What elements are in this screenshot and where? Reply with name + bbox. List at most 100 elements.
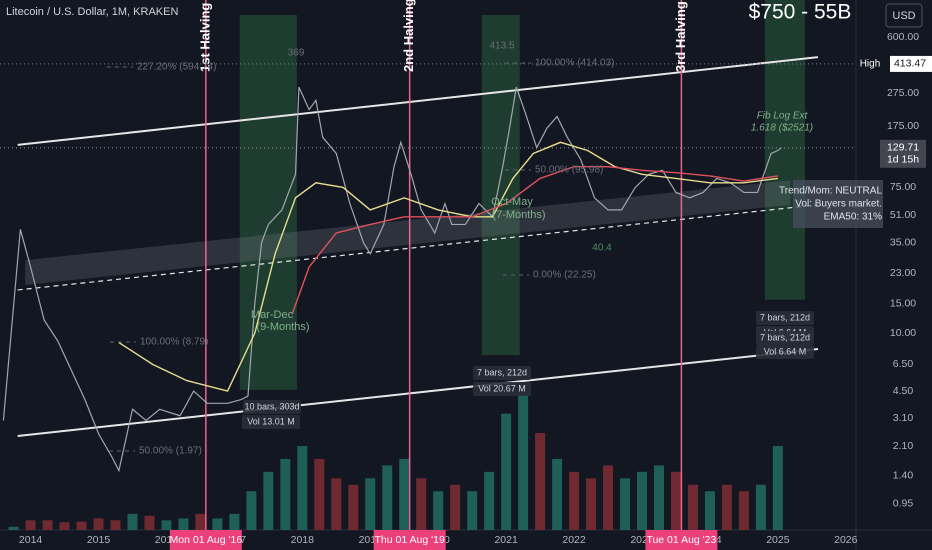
range-label: 7 bars, 212d — [760, 332, 810, 342]
last-price: 129.71 — [887, 142, 919, 154]
zone-note: (9-Months) — [256, 321, 309, 333]
volume-bar — [365, 478, 376, 530]
volume-bar — [263, 471, 274, 530]
volume-bar — [535, 433, 546, 530]
y-tick-label: 51.00 — [890, 209, 916, 221]
y-tick-label: 600.00 — [887, 31, 919, 43]
halving-date-tag — [645, 530, 718, 550]
trendline — [17, 56, 819, 146]
channel-band — [25, 180, 791, 285]
volume-bar — [586, 478, 597, 530]
volume-bar — [433, 491, 444, 530]
status-line: EMA50: 31% — [824, 212, 882, 223]
trendline — [17, 347, 819, 437]
range-box — [243, 400, 301, 414]
y-tick-label: 15.00 — [890, 298, 916, 310]
x-tick-label: 2026 — [834, 534, 858, 546]
price-line — [118, 141, 778, 392]
volume-bar — [721, 484, 732, 530]
y-tick-label: 0.95 — [893, 497, 914, 509]
y-tick-label: 6.50 — [893, 358, 914, 370]
range-box — [242, 415, 300, 429]
volume-bar — [229, 513, 240, 530]
y-tick-label: 75.00 — [890, 181, 916, 193]
price-line — [291, 165, 778, 315]
y-tick-label: 175.00 — [887, 120, 919, 132]
zone-note: (7-Months) — [492, 209, 545, 221]
halving-date: Thu 01 Aug '19 — [375, 534, 445, 546]
halving-date-tag — [169, 530, 242, 550]
range-label: Vol 6.64 M — [764, 346, 807, 356]
halving-date-tag — [373, 530, 446, 550]
x-tick-label: 2025 — [766, 534, 790, 546]
volume-bar — [212, 518, 223, 530]
range-label: 7 bars, 212d — [477, 367, 527, 377]
volume-bar — [59, 522, 70, 530]
volume-bar — [653, 465, 664, 530]
range-label: 10 bars, 303d — [244, 401, 299, 411]
currency-button-label[interactable]: USD — [892, 10, 915, 22]
price-label: 40.4 — [592, 243, 612, 254]
zone-note: 1.618 ($2521) — [751, 123, 813, 134]
countdown: 1d 15h — [887, 154, 919, 166]
high-tag — [858, 55, 890, 72]
status-line: Trend/Mom: NEUTRAL — [779, 186, 882, 197]
halving-date: Tue 01 Aug '23 — [646, 534, 716, 546]
trendline — [17, 204, 819, 291]
volume-bar — [110, 520, 121, 530]
x-tick-label: 2014 — [19, 534, 43, 546]
price-line — [2, 86, 782, 473]
volume-bar — [518, 394, 529, 530]
y-tick-label: 4.50 — [893, 385, 914, 397]
highlight-zone — [764, 0, 806, 300]
y-tick-label: 2.10 — [893, 440, 914, 452]
volume-bar — [620, 478, 631, 530]
high-value: 413.47 — [894, 58, 926, 70]
range-label: Vol 13.01 M — [247, 416, 295, 426]
volume-bar — [484, 471, 495, 530]
volume-bar — [93, 518, 104, 530]
volume-bar — [127, 513, 138, 530]
status-line: Vol: Buyers market. — [795, 199, 882, 210]
volume-bar — [25, 520, 36, 530]
volume-bar — [552, 458, 563, 530]
range-box — [473, 382, 531, 396]
volume-bar — [755, 484, 766, 530]
highlight-zone — [481, 14, 520, 356]
range-box — [756, 311, 814, 325]
status-box — [793, 180, 883, 228]
x-tick-label: 2021 — [494, 534, 518, 546]
volume-bar — [637, 471, 647, 530]
volume-bar — [348, 484, 359, 530]
volume-bar — [603, 465, 614, 530]
price-label: 413.5 — [489, 41, 514, 52]
volume-bar — [772, 445, 783, 530]
range-label: 7 bars, 212d — [760, 312, 810, 322]
volume-bar — [246, 491, 257, 530]
range-box — [756, 345, 814, 359]
y-tick-label: 275.00 — [887, 87, 919, 99]
x-tick-label: 2022 — [562, 534, 586, 546]
currency-button[interactable] — [885, 3, 923, 28]
volume-bar — [687, 484, 698, 530]
halving-label: 3rd Halving — [673, 1, 688, 72]
volume-bar — [178, 518, 189, 530]
range-label: Vol 20.67 M — [478, 383, 526, 393]
fib-label: 50.00% (1.97) — [139, 446, 202, 457]
volume-bar — [569, 471, 580, 530]
chart-title: Litecoin / U.S. Dollar, 1M, KRAKEN — [6, 6, 178, 18]
y-tick-label: 10.00 — [890, 327, 916, 339]
volume-bar — [738, 491, 749, 530]
highlight-zone — [239, 14, 297, 390]
volume-bar — [450, 484, 461, 530]
y-tick-label: 3.10 — [893, 412, 914, 424]
volume-bar — [161, 520, 172, 530]
volume-bar — [331, 478, 342, 530]
high-value-tag — [890, 55, 932, 72]
zone-note: Mar-Dec — [251, 309, 294, 321]
volume-bar — [8, 526, 19, 530]
x-tick-label: 2018 — [291, 534, 315, 546]
volume-bar — [314, 458, 325, 530]
